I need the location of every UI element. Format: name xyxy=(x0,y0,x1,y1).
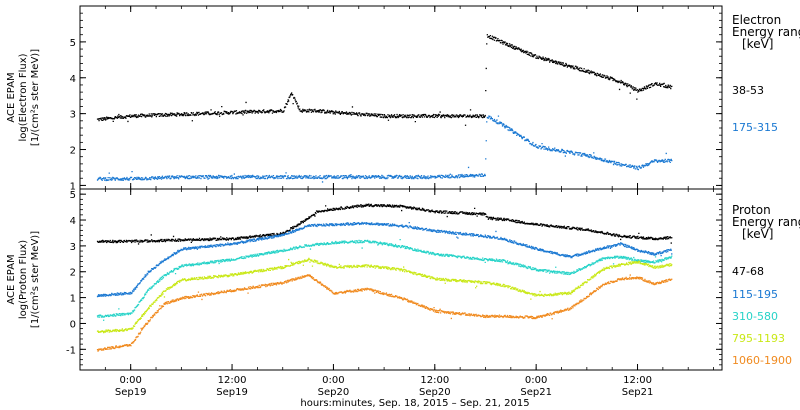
electron-y-tick-label: 3 xyxy=(70,110,76,121)
proton-legend-title: Energy range xyxy=(732,215,800,229)
x-tick-time-label: 0:00 xyxy=(322,375,344,386)
electron-y-axis-label: log(Electron Flux) xyxy=(18,53,29,141)
electron-legend-title: Electron xyxy=(732,13,781,27)
electron-legend-title: [keV] xyxy=(742,37,773,51)
proton-legend-1060-1900: 1060-1900 xyxy=(732,354,792,367)
electron-y-tick-label: 5 xyxy=(70,38,76,49)
x-tick-date-label: Sep21 xyxy=(520,387,552,398)
x-tick-time-label: 12:00 xyxy=(420,375,449,386)
proton-y-tick-label: 3 xyxy=(70,242,76,253)
proton-y-tick-label: -1 xyxy=(66,345,76,356)
proton-series-1060-1900 xyxy=(96,274,673,352)
proton-y-tick-label: 0 xyxy=(70,319,76,330)
proton-legend-115-195: 115-195 xyxy=(732,288,778,301)
proton-y-tick-label: 1 xyxy=(70,294,76,305)
x-tick-date-label: Sep20 xyxy=(318,387,350,398)
proton-y-axis-label: log(Proton Flux) xyxy=(18,240,29,319)
proton-series-47-68 xyxy=(96,203,673,245)
x-tick-time-label: 0:00 xyxy=(119,375,141,386)
x-tick-date-label: Sep20 xyxy=(419,387,451,398)
electron-y-axis-label: ACE EPAM xyxy=(6,72,17,122)
x-tick-time-label: 12:00 xyxy=(218,375,247,386)
electron-y-tick-label: 2 xyxy=(70,146,76,157)
proton-legend-310-580: 310-580 xyxy=(732,310,778,323)
proton-y-axis xyxy=(79,189,722,371)
electron-y-axis-label: [1/(cm²s ster MeV)] xyxy=(30,49,41,146)
proton-series-795-1193 xyxy=(96,257,673,334)
proton-legend-47-68: 47-68 xyxy=(732,265,764,278)
proton-y-tick-label: 5 xyxy=(70,190,76,201)
proton-y-tick-label: 4 xyxy=(70,216,76,227)
proton-plot-frame xyxy=(79,188,723,371)
proton-legend-title: [keV] xyxy=(742,227,773,241)
x-tick-date-label: Sep19 xyxy=(216,387,248,398)
proton-y-tick-label: 2 xyxy=(70,268,76,279)
electron-plot-frame xyxy=(79,5,723,190)
electron-y-axis xyxy=(79,6,722,189)
electron-series-38-53 xyxy=(96,34,673,126)
electron-y-tick-label: 1 xyxy=(70,181,76,192)
electron-legend-175-315: 175-315 xyxy=(732,121,778,134)
x-tick-time-label: 0:00 xyxy=(525,375,547,386)
x-tick-date-label: Sep19 xyxy=(115,387,147,398)
electron-legend-title: Energy range xyxy=(732,25,800,39)
electron-y-tick-label: 4 xyxy=(70,74,76,85)
electron-legend-38-53: 38-53 xyxy=(732,84,764,97)
proton-legend-title: Proton xyxy=(732,203,771,217)
proton-legend-795-1193: 795-1193 xyxy=(732,332,785,345)
proton-y-axis-label: [1/(cm²s ster MeV)] xyxy=(30,231,41,328)
x-tick-date-label: Sep21 xyxy=(622,387,654,398)
x-axis-label: hours:minutes, Sep. 18, 2015 – Sep. 21, … xyxy=(300,398,529,409)
electron-series-175-315 xyxy=(96,115,673,183)
proton-series-115-195 xyxy=(96,221,673,298)
x-tick-time-label: 12:00 xyxy=(623,375,652,386)
proton-y-axis-label: ACE EPAM xyxy=(6,254,17,304)
